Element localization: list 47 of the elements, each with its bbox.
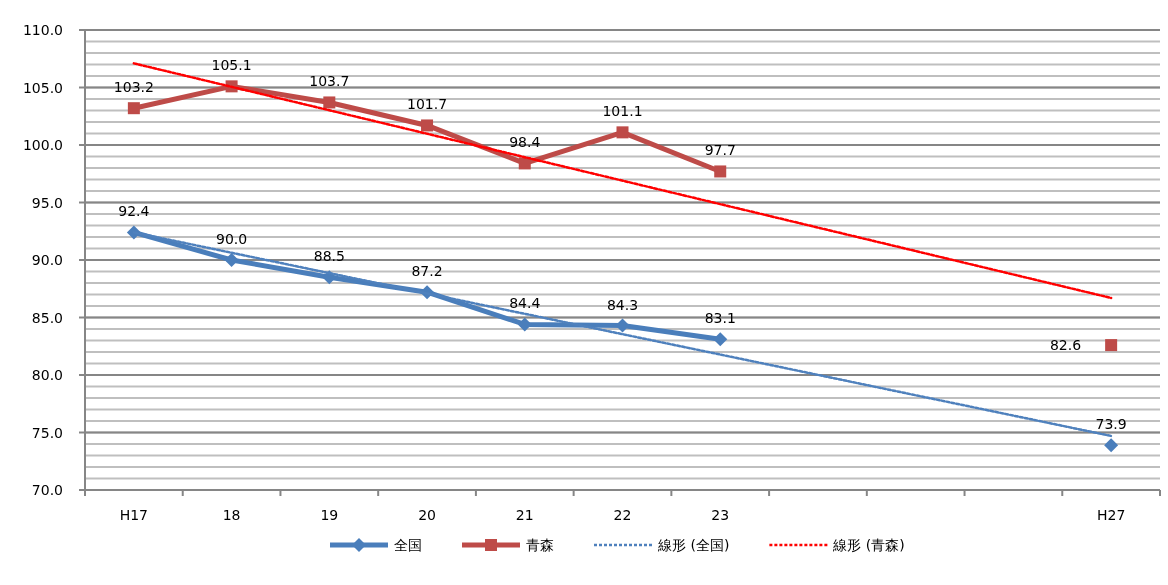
data-label: 88.5 [313, 248, 345, 265]
data-label: 82.6 [1049, 337, 1082, 354]
data-label: 101.7 [407, 96, 448, 113]
point [714, 165, 727, 178]
y-tick-label: 90.0 [31, 252, 63, 268]
y-tick-label: 100.0 [22, 137, 63, 153]
point [127, 102, 140, 115]
point [517, 317, 532, 332]
data-label: 90.0 [216, 231, 248, 247]
y-tick-label: 95.0 [31, 194, 63, 211]
point [1105, 339, 1118, 352]
data-label: 98.4 [509, 134, 541, 151]
x-tick-label: 21 [515, 507, 534, 523]
x-tick-label: H17 [119, 507, 149, 523]
legend-label: 青森 [526, 537, 554, 553]
x-tick-label: 18 [222, 507, 241, 523]
x-tick-label: 20 [418, 507, 436, 523]
data-label: 105.1 [211, 57, 252, 74]
x-tick-label: 19 [320, 507, 339, 523]
x-tick-label: H27 [1096, 507, 1126, 523]
y-tick-label: 110.0 [22, 22, 63, 38]
legend-label: 線形 (全国) [657, 537, 730, 553]
x-tick-label: 22 [613, 507, 632, 523]
point [224, 253, 239, 267]
data-label: 97.7 [704, 142, 736, 159]
point [713, 332, 728, 347]
point [1104, 438, 1119, 453]
data-label: 92.4 [118, 203, 150, 220]
data-label: 84.3 [606, 296, 639, 313]
data-label: 73.9 [1095, 416, 1127, 433]
data-label: 84.4 [509, 295, 541, 312]
data-label: 103.2 [113, 79, 154, 96]
y-tick-label: 80.0 [31, 367, 63, 383]
data-label: 103.7 [309, 73, 350, 90]
y-tick-label: 75.0 [31, 424, 63, 441]
data-label: 101.1 [602, 103, 643, 120]
point [323, 96, 336, 109]
point [421, 119, 434, 132]
data-label: 87.2 [411, 263, 443, 280]
data-label: 83.1 [704, 310, 736, 327]
legend-label: 線形 (青森) [832, 537, 905, 553]
point [616, 126, 629, 139]
x-tick-label: 23 [711, 507, 730, 523]
y-tick-label: 85.0 [31, 309, 63, 326]
y-tick-label: 105.0 [22, 79, 63, 96]
legend-label: 全国 [394, 537, 422, 553]
y-tick-label: 70.0 [31, 482, 63, 498]
